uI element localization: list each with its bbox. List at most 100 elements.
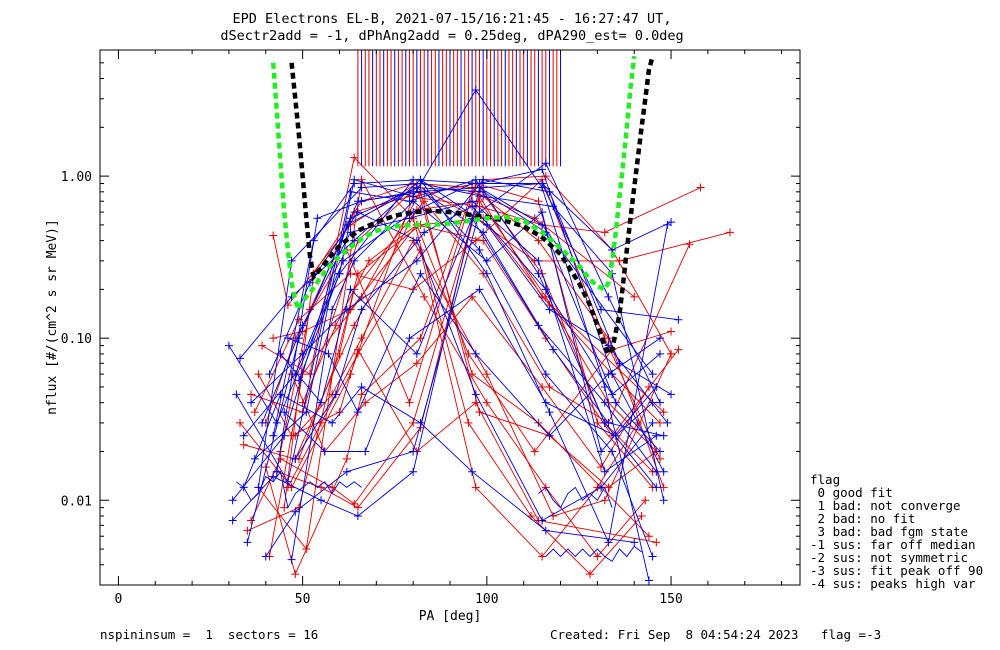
blue-series-point [342, 305, 351, 314]
blue-series-point [269, 431, 278, 440]
red-series-line [261, 156, 642, 575]
blue-series-point [283, 334, 292, 343]
red-series-line [250, 195, 665, 521]
blue-series-point [320, 447, 329, 456]
blue-series-point [269, 472, 278, 481]
red-series-point [364, 256, 373, 265]
blue-series-point [656, 349, 664, 358]
blue-series-point [604, 370, 613, 379]
blue-series-point [291, 454, 300, 463]
red-series-point [674, 345, 683, 354]
red-series-point [667, 327, 676, 336]
blue-series-point [604, 538, 613, 547]
red-series-point [247, 390, 256, 399]
red-series-line [298, 200, 690, 460]
blue-series-point [597, 305, 606, 314]
blue-series-point [475, 183, 484, 192]
legend-item: 3 bad: bad fgm state [810, 524, 968, 539]
blue-series-point [339, 256, 348, 265]
red-series-point [656, 418, 664, 427]
red-series-point [541, 334, 550, 343]
red-series-point [335, 408, 344, 417]
blue-series-line [254, 89, 650, 581]
red-series-point [294, 503, 303, 512]
blue-series-point [549, 202, 558, 211]
blue-series-point [538, 179, 547, 188]
blue-series-point [228, 496, 237, 505]
red-series-point [615, 256, 624, 265]
footer-left: nspininsum = 1 sectors = 16 [100, 627, 318, 642]
blue-series-point [412, 183, 421, 192]
blue-series-point [239, 431, 248, 440]
red-series-point [409, 418, 418, 427]
red-series-line [258, 348, 657, 543]
red-series-point [357, 175, 366, 184]
blue-series-point [353, 408, 362, 417]
blue-series-point [600, 398, 609, 407]
red-series-point [471, 398, 480, 407]
blue-series-point [604, 418, 613, 427]
red-series-point [353, 345, 362, 354]
blue-series-point [545, 431, 554, 440]
red-series-line [273, 224, 679, 437]
black-fit-curve [289, 55, 655, 359]
blue-series-point [648, 398, 657, 407]
red-series-point [593, 552, 602, 561]
blue-series-point [652, 382, 661, 391]
blue-series-line [287, 272, 661, 437]
red-series-point [350, 499, 359, 508]
blue-series-point [608, 390, 617, 399]
axes: 0 50 100 150 0.01 0.10 1.00 [61, 49, 800, 607]
blue-series-line [239, 179, 668, 424]
blue-series-point [412, 349, 421, 358]
blue-series-point [317, 398, 326, 407]
red-series-line [283, 183, 731, 508]
blue-series-point [468, 467, 477, 476]
red-series-point [482, 370, 491, 379]
blue-series-line [243, 386, 635, 543]
legend-item: -1 sus: far off median [810, 537, 976, 552]
red-series-point [464, 418, 473, 427]
footer-right: Created: Fri Sep 8 04:54:24 2023 flag =-… [550, 627, 881, 642]
red-series-line [287, 248, 639, 558]
red-series-point [287, 431, 296, 440]
blue-series-point [302, 408, 311, 417]
red-series-line [276, 175, 672, 509]
blue-lower-bound-line [538, 486, 613, 509]
red-series-point [471, 483, 480, 492]
blue-series-point [538, 165, 547, 174]
blue-series-point [232, 390, 241, 399]
x-tick-label: 0 [115, 592, 123, 607]
blue-series-point [346, 214, 355, 223]
blue-series-point [342, 467, 351, 476]
blue-series-point [479, 175, 488, 184]
blue-series-point [412, 256, 421, 265]
blue-series-point [405, 214, 414, 223]
blue-series-point [261, 552, 270, 561]
blue-series-point [350, 179, 359, 188]
blue-series-point [541, 285, 550, 294]
legend-title: flag [810, 472, 840, 487]
blue-series-point [280, 408, 289, 417]
blue-series-line [246, 191, 654, 557]
blue-series-point [247, 398, 256, 407]
red-series-point [600, 496, 609, 505]
red-series-point [630, 292, 639, 301]
blue-series-point [412, 236, 421, 245]
blue-series-point [331, 390, 340, 399]
blue-series-point [652, 431, 661, 440]
red-series-point [726, 228, 734, 237]
blue-series-point [335, 269, 344, 278]
red-series-point [276, 454, 285, 463]
red-series-point [420, 197, 429, 206]
blue-series-point [667, 390, 676, 399]
blue-series-point [659, 467, 668, 476]
blue-series-point [471, 390, 480, 399]
blue-series-point [600, 467, 609, 476]
blue-series-point [667, 218, 676, 227]
y-axis-label: nflux [#/(cm^2 s sr MeV)] [45, 219, 60, 415]
blue-series-point [608, 447, 617, 456]
blue-series-point [471, 349, 480, 358]
blue-series-point [475, 246, 484, 255]
blue-series-point [604, 341, 613, 350]
